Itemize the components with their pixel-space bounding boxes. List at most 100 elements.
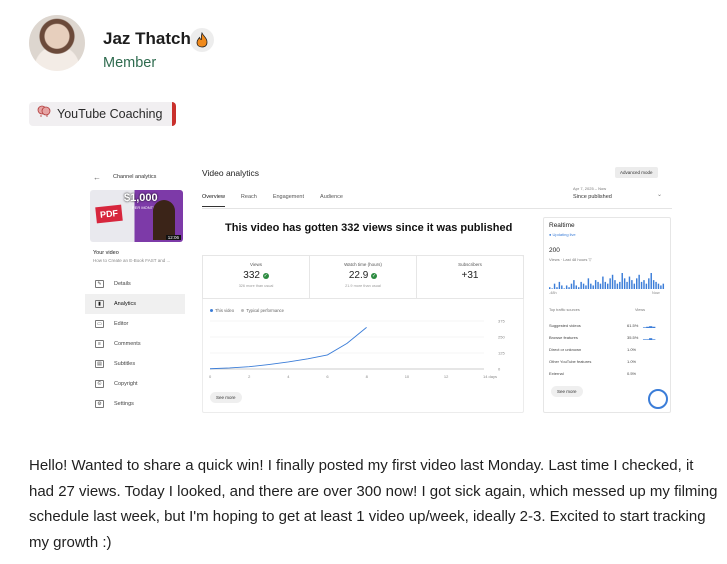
author-name[interactable]: Jaz Thatch: [103, 29, 191, 48]
realtime-bar: [640, 281, 643, 289]
analytics-icon: ▮: [95, 300, 104, 308]
help-bubble-icon: [648, 389, 668, 409]
source-name: Direct or unknown: [549, 347, 582, 352]
realtime-bar: [633, 283, 636, 289]
brain-icon: [37, 105, 51, 123]
realtime-bar: [590, 283, 592, 289]
comments-icon: ≡: [95, 340, 104, 348]
nav-subtitles: ▤ Subtitles: [85, 354, 185, 374]
nav-comments: ≡ Comments: [85, 334, 185, 354]
nav-analytics: ▮ Analytics: [85, 294, 185, 314]
realtime-bar: [609, 278, 611, 289]
realtime-bar: [650, 273, 652, 289]
realtime-bar: [626, 281, 628, 289]
stat-value: 332: [243, 270, 260, 281]
thumb-money: $1,000: [124, 192, 158, 204]
subtitles-icon: ▤: [95, 360, 104, 368]
x-tick-label: 8: [366, 374, 369, 379]
editor-icon: ▭: [95, 320, 104, 328]
source-pct: 35.5%: [627, 335, 639, 340]
y-tick-label: 125: [498, 351, 505, 356]
thumb-duration: 12:06: [165, 235, 181, 240]
realtime-bar: [657, 283, 660, 289]
realtime-bar: [551, 288, 553, 289]
realtime-bar: [553, 283, 556, 289]
stat-subscribers: Subscribers +31: [417, 256, 523, 298]
analytics-screenshot[interactable]: ← Channel analytics PDF $1,000 PER MONTH…: [85, 160, 675, 420]
realtime-sub: Views · Last 48 hours ▽: [549, 257, 592, 262]
realtime-bar: [568, 287, 570, 289]
realtime-bar: [585, 285, 587, 289]
stat-label: Watch time (hours): [344, 262, 382, 267]
realtime-bar: [638, 274, 640, 289]
views-chart: 375 250 125 0 0 2 4 6 8 10 12 14 days: [209, 319, 505, 380]
updating-live: ● Updating live: [549, 232, 576, 237]
video-thumbnail: PDF $1,000 PER MONTH 12:06: [90, 190, 183, 242]
nav-editor: ▭ Editor: [85, 314, 185, 334]
video-subtitle: How to Create an E-Book FAST and ...: [93, 258, 171, 263]
x-tick-label: 2: [248, 374, 251, 379]
nav-label: Comments: [114, 341, 141, 347]
realtime-bar: [607, 283, 609, 289]
realtime-bar: [582, 283, 585, 289]
x-tick-label: 4: [287, 374, 290, 379]
realtime-bar: [565, 285, 568, 289]
realtime-bar: [561, 285, 563, 289]
thumb-person: [153, 200, 175, 240]
realtime-views: 200: [549, 247, 560, 254]
check-icon: ✓: [371, 273, 378, 279]
realtime-bar: [597, 281, 599, 289]
avatar[interactable]: [29, 15, 85, 71]
stat-note: 326 more than usual: [238, 284, 274, 288]
realtime-bar: [655, 281, 657, 289]
copyright-icon: ©: [95, 380, 104, 388]
category-tag[interactable]: YouTube Coaching: [29, 102, 177, 126]
tabs-divider: [202, 208, 672, 209]
your-video-label: Your video: [93, 250, 119, 256]
source-row: Suggested videos 61.5% ▁▂▃▂: [549, 323, 667, 328]
nav-label: Subtitles: [114, 361, 136, 367]
realtime-bar: [616, 283, 619, 289]
stat-note: 21.9 more than usual: [345, 284, 381, 288]
see-more-button: See more: [210, 392, 242, 403]
realtime-bar: [578, 287, 580, 289]
gear-icon: ⚙: [95, 400, 104, 408]
legend-typical: Typical performance: [246, 308, 284, 313]
realtime-bar: [662, 283, 665, 289]
stat-views: Views 332 ✓ 326 more than usual: [203, 256, 310, 298]
realtime-bars: [549, 273, 665, 289]
pencil-icon: ✎: [95, 280, 104, 288]
source-name: Suggested videos: [549, 323, 581, 328]
realtime-bar: [643, 280, 645, 289]
realtime-bar: [599, 283, 602, 289]
realtime-bar: [604, 281, 607, 289]
source-name: Other YouTube features: [549, 359, 592, 364]
realtime-bar: [594, 280, 597, 289]
stat-value: +31: [461, 270, 479, 281]
post-body: Hello! Wanted to share a quick win! I fi…: [29, 457, 718, 551]
views-head: Views: [634, 308, 645, 312]
stats-row: Views 332 ✓ 326 more than usual Watch ti…: [202, 255, 524, 299]
realtime-bar: [621, 273, 623, 289]
views-headline: This video has gotten 332 views since it…: [225, 222, 513, 234]
stat-label: Views: [250, 262, 262, 267]
x-tick-label: 10: [405, 374, 410, 379]
fire-icon: [190, 28, 214, 52]
source-row: Other YouTube features 1.0%: [549, 359, 667, 364]
nav-settings: ⚙ Settings: [85, 394, 185, 414]
realtime-bar: [636, 278, 638, 289]
realtime-bar: [563, 288, 565, 289]
realtime-bar: [645, 283, 648, 289]
sources-head: Top traffic sources: [549, 308, 580, 312]
realtime-bar: [573, 280, 575, 289]
tab-engagement: Engagement: [272, 194, 305, 200]
source-name: Browse features: [549, 335, 578, 340]
y-tick-label: 250: [498, 335, 505, 340]
nav-copyright: © Copyright: [85, 374, 185, 394]
stat-label: Subscribers: [458, 262, 482, 267]
source-row: Direct or unknown 1.0%: [549, 347, 667, 352]
realtime-bar: [575, 285, 578, 289]
source-pct: 61.5%: [627, 323, 639, 328]
date-label: Since published: [573, 194, 612, 200]
realtime-bar: [592, 285, 594, 289]
